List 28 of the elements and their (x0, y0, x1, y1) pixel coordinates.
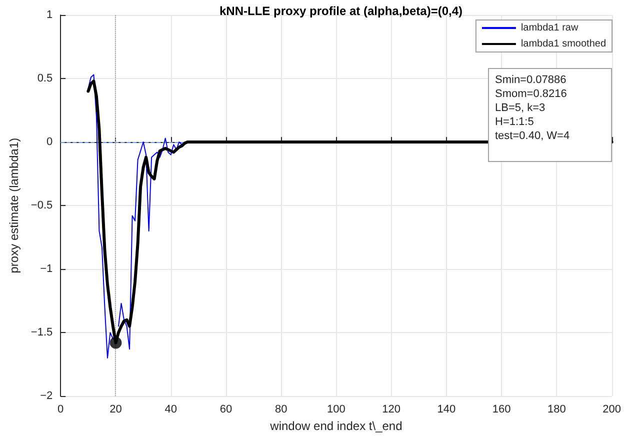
y-tick-label: 1 (46, 9, 53, 21)
x-tick-label: 100 (327, 404, 346, 416)
annotation: test=0.40, W=4 (495, 129, 571, 143)
x-tick-label: 120 (382, 404, 401, 416)
x-tick-label: 80 (274, 404, 288, 416)
chart-title: kNN-LLE proxy profile at (alpha,beta)=(0,4) (219, 4, 463, 18)
y-tick-label: −2 (40, 390, 53, 402)
x-tick-label: 20 (110, 404, 122, 416)
annotation: Smom=0.8216 (495, 87, 568, 101)
x-tick-label: 0 (58, 404, 64, 416)
y-tick-label: 0 (46, 136, 53, 148)
x-tick-label: 180 (548, 404, 566, 416)
y-tick-label: −0.5 (30, 200, 53, 212)
x-tick-label: 160 (492, 404, 511, 416)
annotation: Smin=0.07886 (495, 73, 568, 87)
annotation: LB=5, k=3 (495, 101, 546, 115)
y-axis-title: proxy estimate (lambda1) (7, 138, 21, 274)
x-axis-title: window end index t\_end (269, 419, 402, 433)
x-tick-label: 140 (437, 404, 456, 416)
legend-label: lambda1 raw (520, 22, 579, 34)
annotation: H=1:1:5 (495, 115, 535, 129)
x-tick-label: 200 (602, 404, 622, 416)
y-tick-label: −1.5 (30, 326, 53, 339)
x-tick-label: 60 (220, 404, 232, 416)
legend-label: lambda1 smoothed (520, 38, 606, 50)
x-tick-label: 40 (164, 404, 177, 416)
y-tick-label: −1 (40, 263, 53, 276)
y-tick-label: 0.5 (37, 72, 53, 85)
